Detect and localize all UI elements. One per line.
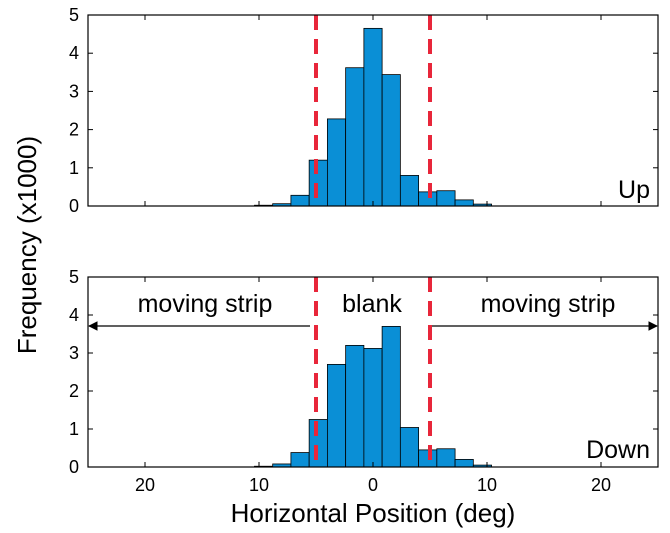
y-tick-label-down-3: 3 <box>69 343 79 363</box>
bar-up-10 <box>436 190 456 207</box>
bars-down <box>254 325 492 468</box>
panel-label-down: Down <box>586 436 650 464</box>
bars-up <box>254 27 492 207</box>
annotation-moving-strip-left: moving strip <box>138 290 273 318</box>
y-tick-label-down-5: 5 <box>69 267 79 287</box>
annotation-moving-strip-right: moving strip <box>481 290 616 318</box>
panel-up: 0 1 2 3 4 5 Up <box>69 5 659 216</box>
y-tick-label-up-2: 2 <box>69 120 79 140</box>
bar-up-7 <box>381 74 401 207</box>
reference-lines-down <box>314 277 432 467</box>
y-tick-label-up-3: 3 <box>69 81 79 101</box>
bar-down-5 <box>345 344 365 468</box>
y-tick-label-down-1: 1 <box>69 419 79 439</box>
panel-label-up: Up <box>618 176 650 204</box>
x-tick-label-2: 0 <box>368 475 378 495</box>
panel-down: 0 1 2 3 4 5 20 10 0 10 20 Down moving strip blank… <box>69 267 659 495</box>
bar-up-4 <box>326 118 347 207</box>
bar-up-2 <box>290 194 310 207</box>
bar-up-11 <box>454 199 474 207</box>
y-axis-label: Frequency (x1000) <box>12 136 42 354</box>
y-tick-label-up-5: 5 <box>69 5 79 25</box>
bar-down-10 <box>436 448 456 468</box>
reference-lines-up <box>314 15 432 206</box>
y-ticks-up: 0 1 2 3 4 5 <box>69 5 658 216</box>
x-ticks-down: 20 10 0 10 20 <box>135 277 611 495</box>
bar-down-6 <box>363 348 383 468</box>
x-tick-label-4: 20 <box>591 475 611 495</box>
x-tick-label-1: 10 <box>249 475 269 495</box>
bar-down-3 <box>308 419 328 468</box>
y-tick-label-up-4: 4 <box>69 43 79 63</box>
y-tick-label-down-0: 0 <box>69 457 79 477</box>
bar-down-8 <box>399 427 419 468</box>
x-tick-label-3: 10 <box>477 475 497 495</box>
bar-down-11 <box>454 458 474 468</box>
axes-frame-down <box>87 276 659 468</box>
bar-down-4 <box>326 363 347 468</box>
x-axis-label: Horizontal Position (deg) <box>231 498 516 528</box>
y-tick-label-up-1: 1 <box>69 158 79 178</box>
annotation-blank: blank <box>342 290 402 318</box>
bar-up-5 <box>345 67 365 207</box>
bar-up-9 <box>418 191 438 207</box>
y-tick-label-down-4: 4 <box>69 305 79 325</box>
bar-up-6 <box>363 27 383 207</box>
bar-down-7 <box>381 325 401 468</box>
axes-frame-up <box>87 14 659 207</box>
bar-up-8 <box>399 175 419 207</box>
bar-down-2 <box>290 452 310 468</box>
y-tick-label-down-2: 2 <box>69 381 79 401</box>
bar-down-9 <box>418 449 438 468</box>
x-tick-label-0: 20 <box>135 475 155 495</box>
x-ticks-up <box>144 15 602 206</box>
y-tick-label-up-0: 0 <box>69 196 79 216</box>
bar-up-3 <box>308 159 328 207</box>
